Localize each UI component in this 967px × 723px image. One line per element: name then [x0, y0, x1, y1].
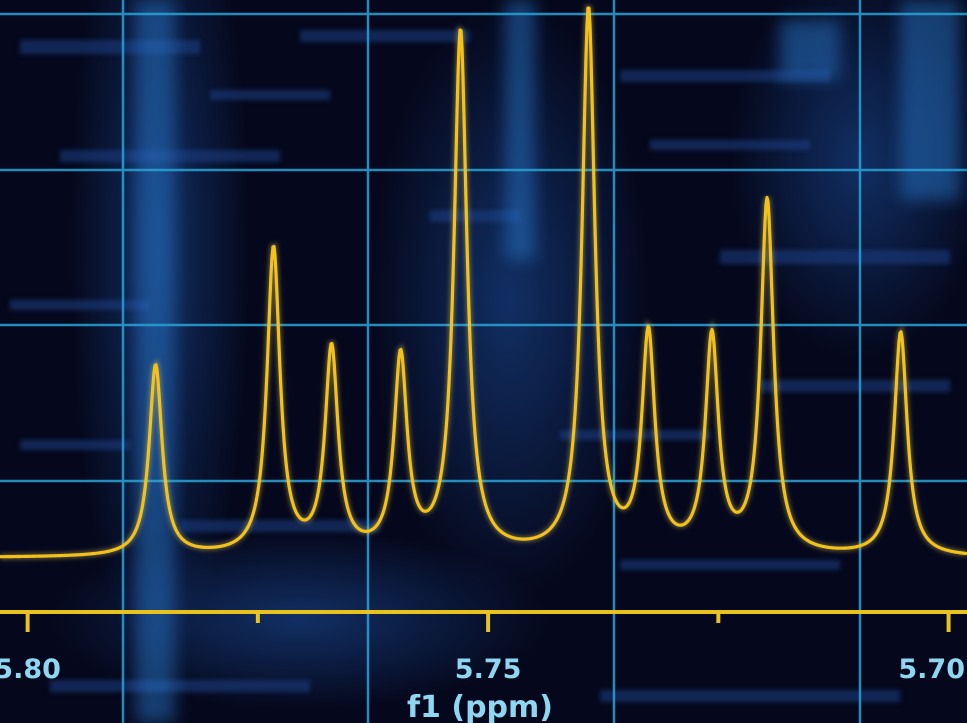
x-tick-labels: 5.80 5.75 5.70	[0, 654, 965, 685]
spectrum-trace	[0, 6, 967, 559]
x-axis	[0, 610, 967, 632]
spectrum-series	[0, 4, 967, 560]
x-axis-title: f1 (ppm)	[407, 690, 553, 723]
x-tick-label-1: 5.80	[0, 654, 61, 685]
x-tick-label-2: 5.75	[455, 654, 522, 685]
x-tick-label-3: 5.70	[898, 654, 965, 685]
